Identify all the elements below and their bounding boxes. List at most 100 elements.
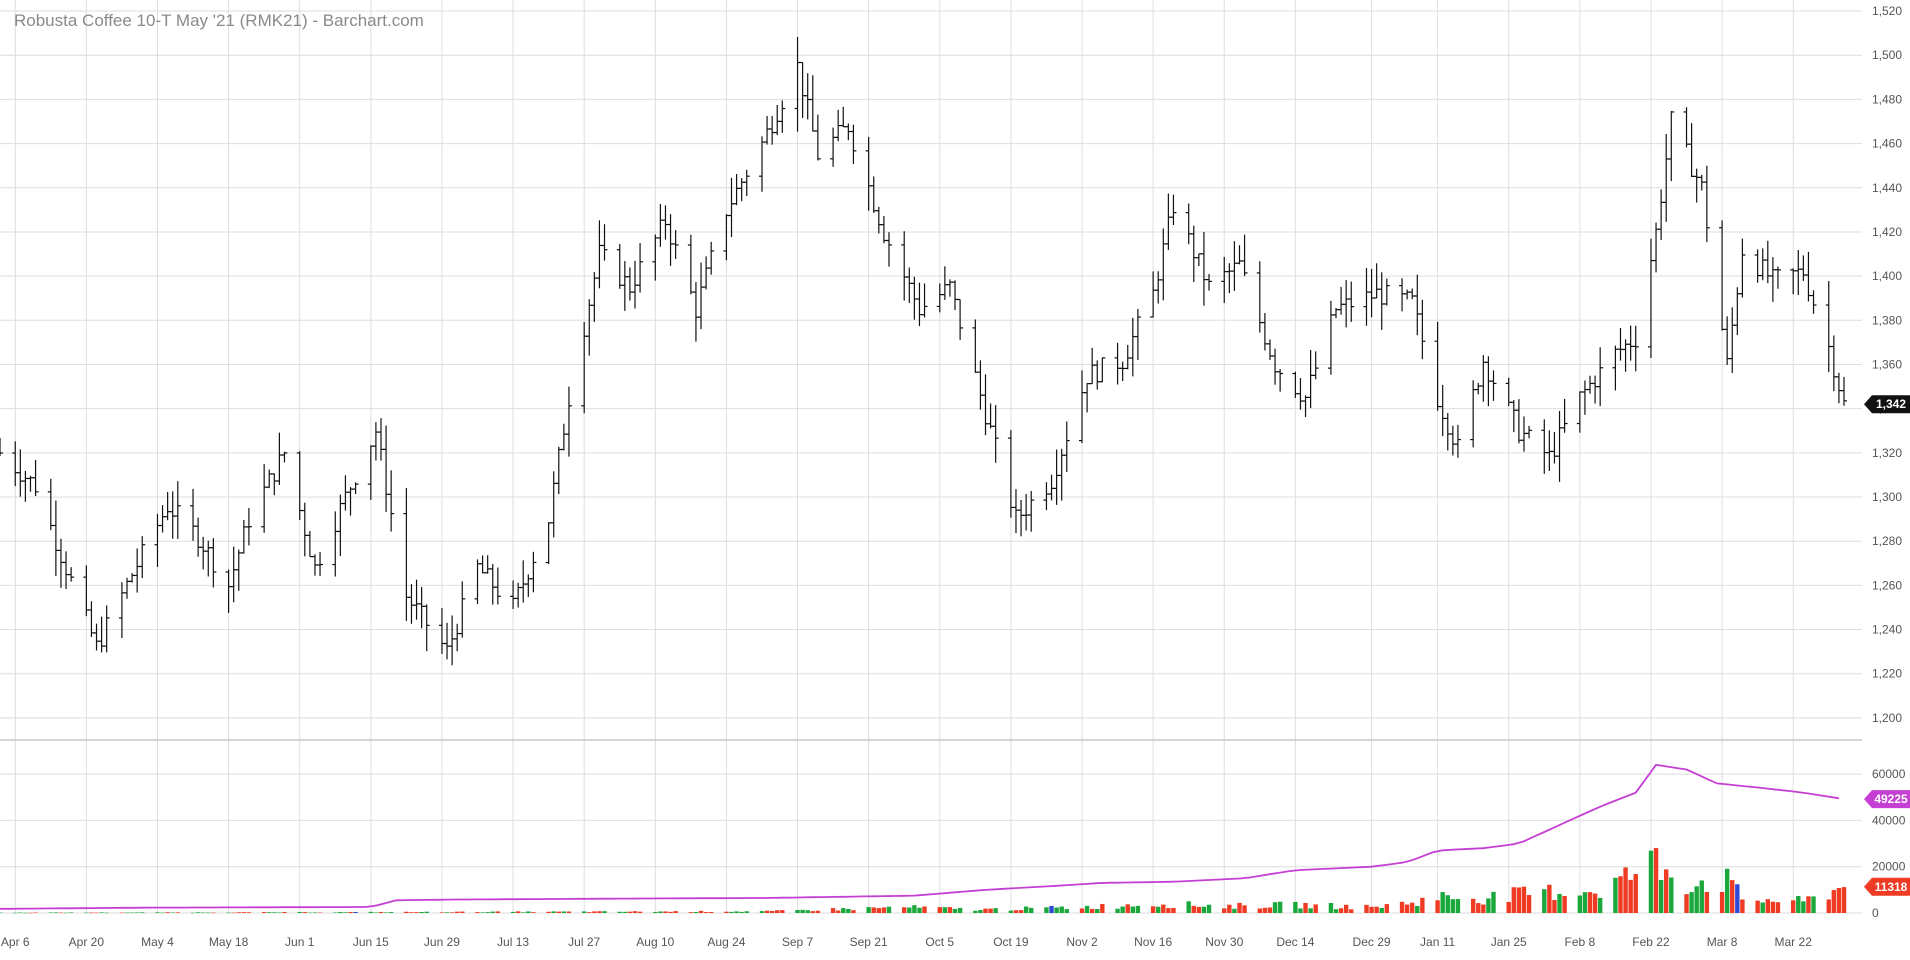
ohlc-bar [1668, 111, 1675, 182]
ohlc-bar [1338, 286, 1345, 315]
volume-bar [1064, 909, 1069, 913]
volume-bar [1735, 884, 1740, 913]
volume-bar [841, 908, 846, 913]
time-tick-label: Jun 1 [285, 935, 315, 949]
volume-bar [1237, 902, 1242, 913]
volume-bar [119, 912, 125, 914]
ohlc-bar [1754, 249, 1761, 283]
volume-bar [1206, 904, 1212, 913]
ohlc-bar [1490, 370, 1497, 401]
volume-bar [546, 911, 551, 913]
volume-bar [99, 912, 104, 913]
volume-bar [957, 907, 963, 913]
ohlc-bar [911, 276, 918, 320]
ohlc-bar [317, 551, 324, 576]
ohlc-bar [169, 491, 176, 539]
volume-bar [851, 910, 856, 913]
volume-bar [1689, 892, 1694, 913]
ohlc-bar [245, 507, 252, 546]
volume-bar [129, 912, 135, 914]
volume-bar [175, 912, 180, 913]
time-tick-label: Aug 24 [707, 935, 745, 949]
ohlc-bar [63, 551, 70, 590]
volume-bar [1049, 905, 1054, 913]
ohlc-bar [103, 605, 110, 653]
volume-bar [419, 911, 424, 913]
price-tick-label: 1,520 [1872, 4, 1902, 18]
ohlc-bar [1302, 395, 1309, 418]
time-tick-label: Sep 21 [850, 935, 888, 949]
ohlc-bar [1587, 375, 1594, 394]
volume-bar [449, 912, 455, 913]
ohlc-bar [1769, 257, 1776, 302]
volume-bar [246, 912, 252, 913]
ohlc-bar [1409, 288, 1416, 300]
volume-bar [140, 912, 145, 913]
volume-bar [1435, 900, 1440, 913]
ohlc-bar [1592, 375, 1599, 404]
volume-bar [155, 912, 160, 913]
ohlc-bar [1541, 419, 1548, 474]
volume-bar [917, 907, 922, 913]
ohlc-bar [1810, 290, 1817, 314]
volume-bar [1811, 896, 1816, 913]
time-tick-label: May 4 [141, 935, 174, 949]
volume-bar [881, 907, 887, 913]
price-tick-label: 1,280 [1872, 534, 1902, 548]
ohlc-bar [626, 267, 633, 301]
volume-bar [775, 910, 780, 913]
ohlc-bar [418, 587, 425, 629]
volume-bar [1257, 908, 1263, 913]
volume-bar [515, 911, 521, 913]
volume-bar [1658, 880, 1664, 913]
volume-bar [1521, 886, 1527, 913]
volume-bar [1044, 907, 1049, 913]
volume-bar [622, 911, 628, 913]
volume-bar [1171, 907, 1176, 913]
volume-bar [94, 912, 99, 914]
ohlc-bar [906, 267, 913, 303]
price-tick-label: 1,380 [1872, 313, 1902, 327]
price-tick-label: 1,240 [1872, 623, 1902, 637]
volume-bar [922, 906, 927, 913]
ohlc-bar [1774, 266, 1781, 289]
price-tick-label: 1,300 [1872, 490, 1902, 504]
volume-bar [53, 912, 59, 913]
volume-bar [886, 906, 892, 913]
volume-bar [1648, 850, 1654, 913]
price-tick-label: 1,440 [1872, 181, 1902, 195]
ohlc-bar [1561, 398, 1568, 433]
volume-bar [1806, 896, 1811, 913]
ohlc-bar [880, 215, 887, 244]
volume-bar [1450, 899, 1456, 913]
ohlc-bar [596, 220, 603, 289]
volume-bar [89, 912, 94, 914]
volume-bar [1836, 887, 1842, 913]
volume-bar [348, 912, 353, 913]
volume-bar [1303, 902, 1308, 913]
volume-bar [1338, 908, 1344, 913]
ohlc-bar [1277, 369, 1284, 392]
ohlc-bar [200, 536, 207, 570]
volume-bar [698, 910, 704, 913]
ohlc-bar [1663, 133, 1670, 222]
price-tick-label: 1,480 [1872, 92, 1902, 106]
volume-bar [1801, 901, 1806, 913]
ohlc-bar [1546, 430, 1553, 471]
volume-bar [800, 909, 805, 913]
volume-bar [1455, 899, 1461, 913]
volume-bar [1404, 904, 1410, 913]
ohlc-bar [1231, 241, 1238, 291]
ohlc-bar [936, 283, 943, 313]
ohlc-bar [1551, 432, 1558, 464]
ohlc-bar [174, 481, 181, 539]
ohlc-bar [494, 567, 501, 605]
ohlc-bar [1454, 424, 1461, 458]
ohlc-bar [1520, 416, 1527, 452]
ohlc-bar [1693, 168, 1700, 203]
ohlc-bar [530, 551, 537, 593]
volume-bar [810, 911, 815, 913]
volume-bar [58, 912, 64, 914]
